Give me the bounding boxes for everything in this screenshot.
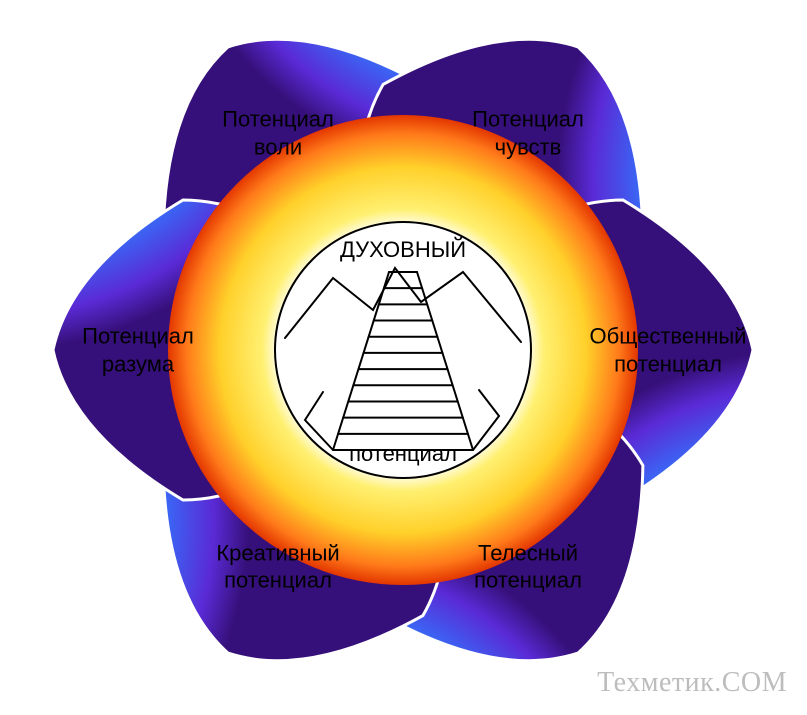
petal-label-br: Телесный потенциал (474, 539, 582, 594)
petal-label-r: Общественный потенциал (590, 323, 747, 378)
petal-label-tr: Потенциал чувств (472, 106, 584, 161)
watermark: Техметик.COM (597, 667, 787, 699)
petal-label-l: Потенциал разума (82, 323, 194, 378)
center-label-bottom: потенциал (349, 441, 457, 467)
petal-label-bl: Креативный потенциал (216, 539, 339, 594)
diagram-stage: ДУХОВНЫЙ потенциал Потенциал воли Потенци… (0, 0, 807, 715)
petal-label-tl: Потенциал воли (222, 106, 334, 161)
center-label-top: ДУХОВНЫЙ (340, 237, 466, 263)
